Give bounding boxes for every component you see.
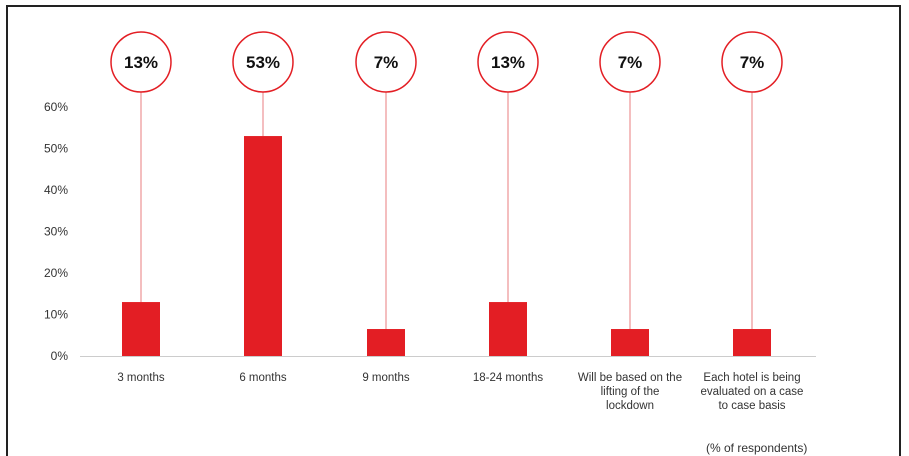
bar [489,302,527,356]
data-label: 7% [618,53,643,72]
bar [733,329,771,356]
data-label: 13% [491,53,525,72]
connector-lines [140,92,753,330]
y-tick-label: 50% [44,142,68,156]
y-tick-label: 30% [44,225,68,239]
y-axis: 0% 10% 20% 30% 40% 50% 60% [44,100,68,363]
bar [122,302,160,356]
bar [244,136,282,356]
data-label: 53% [246,53,280,72]
value-bubble [477,31,539,93]
data-label: 7% [374,53,399,72]
bar [611,329,649,356]
bars [122,136,771,356]
value-bubbles: 13% 53% 7% 13% 7% 7% [110,31,783,93]
data-label: 13% [124,53,158,72]
bar [367,329,405,356]
x-category-label: 18-24 months [473,372,544,384]
y-tick-label: 20% [44,266,68,280]
value-bubble [721,31,783,93]
x-category-label: Will be based on the lifting of the lockdo… [578,372,682,412]
y-tick-label: 10% [44,308,68,322]
x-axis-categories: 3 months 6 months 9 months 18-24 months Will… [117,372,803,412]
value-bubble [599,31,661,93]
x-category-label: 6 months [239,372,287,384]
value-bubble [232,31,294,93]
value-bubble [110,31,172,93]
value-bubble [355,31,417,93]
y-tick-label: 0% [51,349,69,363]
x-category-label: 3 months [117,372,165,384]
y-tick-label: 40% [44,183,68,197]
y-tick-label: 60% [44,100,68,114]
data-label: 7% [740,53,765,72]
x-category-label: Each hotel is being evaluated on a case to… [701,372,804,412]
x-category-label: 9 months [362,372,410,384]
respondents-note: (% of respondents) [706,441,807,455]
